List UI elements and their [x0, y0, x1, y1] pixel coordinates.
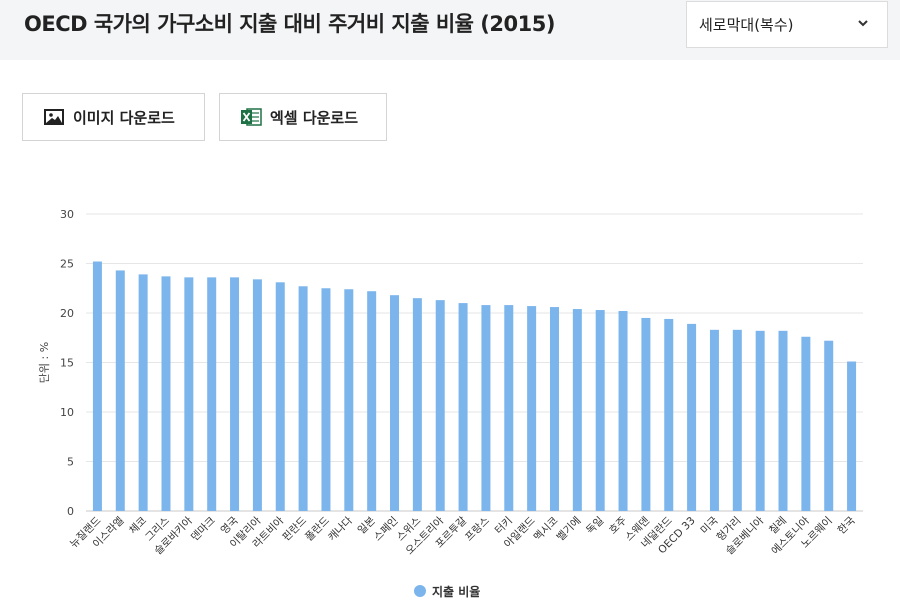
bar: [252, 279, 262, 511]
x-tick-label: 멕시코: [532, 514, 561, 543]
bar: [549, 307, 559, 511]
bar: [755, 330, 765, 511]
image-download-button[interactable]: 이미지 다운로드: [22, 93, 205, 141]
bar: [732, 329, 742, 511]
bar: [481, 305, 491, 511]
bar: [847, 361, 857, 511]
bar: [184, 277, 194, 511]
bar: [275, 282, 285, 511]
bar: [367, 291, 377, 511]
bar: [458, 303, 468, 511]
bar: [595, 310, 605, 511]
x-tick-label: 캐나다: [326, 514, 355, 543]
chart-type-select[interactable]: 세로막대(복수): [686, 1, 888, 48]
legend-label[interactable]: 지출 비율: [432, 585, 481, 599]
excel-download-button[interactable]: 엑셀 다운로드: [219, 93, 387, 141]
x-tick-label: 한국: [836, 514, 858, 536]
y-tick-label: 0: [67, 505, 74, 518]
excel-download-label: 엑셀 다운로드: [270, 108, 359, 127]
bar: [824, 340, 834, 511]
x-tick-label: 벨기에: [554, 515, 583, 544]
x-tick-label: 프랑스: [463, 514, 492, 543]
bar: [641, 317, 651, 511]
bar: [298, 286, 308, 511]
chevron-down-icon: [858, 20, 868, 27]
bar: [207, 277, 217, 511]
x-tick-label: 폴란드: [303, 514, 332, 543]
page-title: OECD 국가의 가구소비 지출 대비 주거비 지출 비율 (2015): [24, 12, 555, 36]
bar: [618, 311, 628, 511]
bar: [161, 276, 171, 511]
bar: [504, 305, 514, 511]
bar: [778, 330, 788, 511]
bar: [412, 298, 422, 511]
y-tick-label: 5: [67, 456, 74, 469]
bar: [687, 323, 697, 511]
x-tick-label: 스페인: [372, 515, 401, 544]
bar: [435, 300, 445, 511]
x-tick-label: 독일: [583, 514, 606, 537]
bar: [709, 329, 719, 511]
image-download-label: 이미지 다운로드: [73, 108, 175, 127]
bar: [92, 261, 102, 511]
y-tick-label: 20: [60, 307, 74, 320]
bar: [344, 289, 354, 511]
y-tick-label: 25: [60, 258, 74, 271]
chart-type-value: 세로막대(복수): [699, 16, 794, 34]
excel-icon: [241, 108, 262, 126]
bar: [321, 288, 331, 511]
bar: [801, 336, 811, 511]
image-icon: [44, 109, 64, 125]
bar: [138, 274, 148, 511]
legend-marker[interactable]: [414, 585, 426, 597]
header-bar: OECD 국가의 가구소비 지출 대비 주거비 지출 비율 (2015) 세로막…: [0, 0, 900, 60]
bar: [115, 270, 125, 511]
y-tick-label: 10: [60, 406, 74, 419]
x-tick-label: 덴마크: [189, 514, 218, 543]
bar: [664, 318, 674, 511]
bar: [527, 306, 537, 511]
bar: [572, 309, 582, 511]
y-tick-label: 30: [60, 208, 74, 221]
y-tick-label: 15: [60, 357, 74, 370]
bar: [390, 295, 400, 511]
bar: [230, 277, 240, 511]
x-tick-label: 핀란드: [280, 514, 309, 543]
y-axis-label: 단위 : %: [38, 342, 51, 383]
